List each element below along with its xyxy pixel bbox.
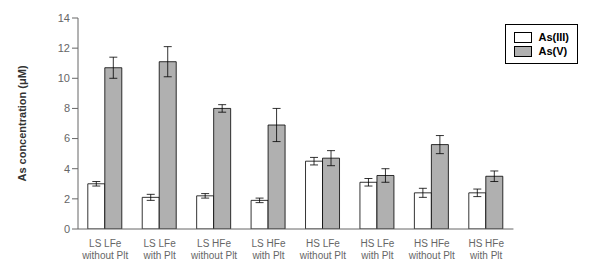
svg-text:2: 2 (64, 193, 70, 205)
svg-text:12: 12 (58, 42, 70, 54)
html-text:As(V): As(V) (538, 45, 568, 57)
svg-text:LS HFewithout Plt: LS HFewithout Plt (190, 238, 237, 261)
svg-text:HS HFewithout Plt: HS HFewithout Plt (408, 238, 455, 261)
svg-text:8: 8 (64, 102, 70, 114)
svg-text:LS LFewith Plt: LS LFewith Plt (143, 238, 177, 261)
svg-text:14: 14 (58, 12, 70, 24)
svg-text:10: 10 (58, 72, 70, 84)
html-text:As(III): As(III) (538, 31, 569, 43)
svg-text:As concentration (μM): As concentration (μM) (16, 65, 28, 181)
svg-text:HS LFewithout Plt: HS LFewithout Plt (299, 238, 346, 261)
svg-text:HS HFewith Plt: HS HFewith Plt (468, 238, 504, 261)
svg-text:LS LFewithout Plt: LS LFewithout Plt (81, 238, 128, 261)
svg-text:4: 4 (64, 163, 70, 175)
svg-text:LS HFewith Plt: LS HFewith Plt (251, 238, 286, 261)
svg-text:6: 6 (64, 132, 70, 144)
svg-text:0: 0 (64, 223, 70, 235)
svg-text:HS LFewith Plt: HS LFewith Plt (360, 238, 395, 261)
